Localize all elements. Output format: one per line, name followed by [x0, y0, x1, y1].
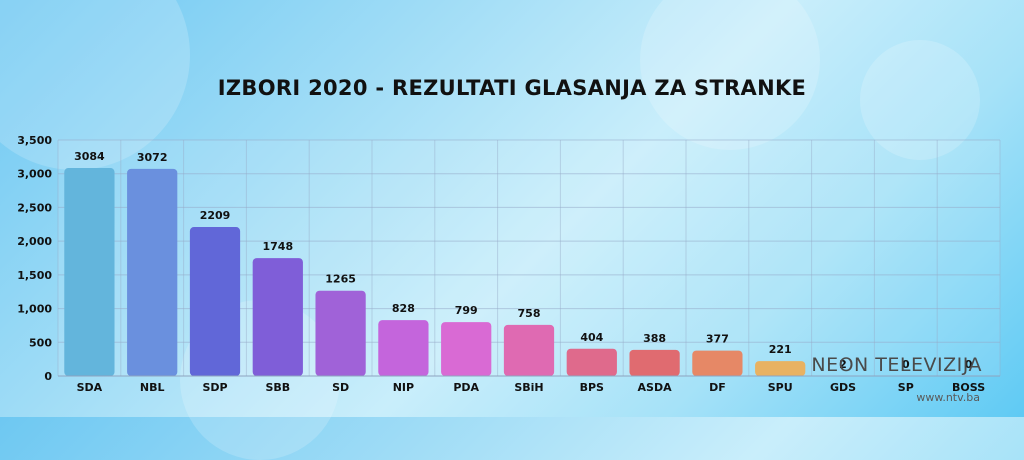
bar	[629, 350, 679, 376]
x-category-label: SP	[898, 381, 914, 394]
channel-url: www.ntv.ba	[916, 391, 980, 404]
bar-value-label: 1748	[262, 240, 293, 253]
bar	[127, 169, 177, 376]
y-tick-label: 2,000	[17, 235, 52, 248]
bar	[755, 361, 805, 376]
bar	[504, 325, 554, 376]
bar-value-label: 388	[643, 332, 666, 345]
bar-value-label: 2209	[200, 209, 231, 222]
bar	[692, 351, 742, 376]
bar	[64, 168, 114, 376]
y-tick-label: 3,000	[17, 168, 52, 181]
x-category-label: SPU	[768, 381, 793, 394]
x-category-label: NBL	[140, 381, 165, 394]
y-tick-label: 3,500	[17, 134, 52, 147]
bar	[315, 291, 365, 376]
x-category-label: DF	[709, 381, 726, 394]
bar-value-label: 377	[706, 333, 729, 346]
bar-value-label: 828	[392, 302, 415, 315]
x-category-label: GDS	[830, 381, 856, 394]
y-tick-label: 500	[29, 336, 52, 349]
bar-value-label: 221	[769, 343, 792, 356]
bar-value-label: 799	[455, 304, 478, 317]
x-category-label: SDA	[77, 381, 103, 394]
bar-value-label: 3072	[137, 151, 168, 164]
x-category-label: ASDA	[638, 381, 673, 394]
x-category-label: SDP	[202, 381, 227, 394]
bar	[567, 349, 617, 376]
bar	[190, 227, 240, 376]
x-category-label: SBiH	[514, 381, 543, 394]
y-tick-label: 1,500	[17, 269, 52, 282]
bar-value-label: 758	[518, 307, 541, 320]
bar	[378, 320, 428, 376]
x-category-label: SD	[332, 381, 349, 394]
y-tick-label: 1,000	[17, 303, 52, 316]
bar-value-label: 3084	[74, 150, 105, 163]
channel-watermark: NEON TELEVIZIJA	[811, 354, 982, 376]
x-category-label: SBB	[265, 381, 290, 394]
x-category-label: PDA	[453, 381, 479, 394]
bar	[253, 258, 303, 376]
x-category-label: NIP	[393, 381, 414, 394]
y-tick-label: 0	[44, 370, 52, 383]
bar-value-label: 1265	[325, 273, 356, 286]
x-category-label: BPS	[580, 381, 604, 394]
bar	[441, 322, 491, 376]
bar-value-label: 404	[580, 331, 603, 344]
y-tick-label: 2,500	[17, 201, 52, 214]
